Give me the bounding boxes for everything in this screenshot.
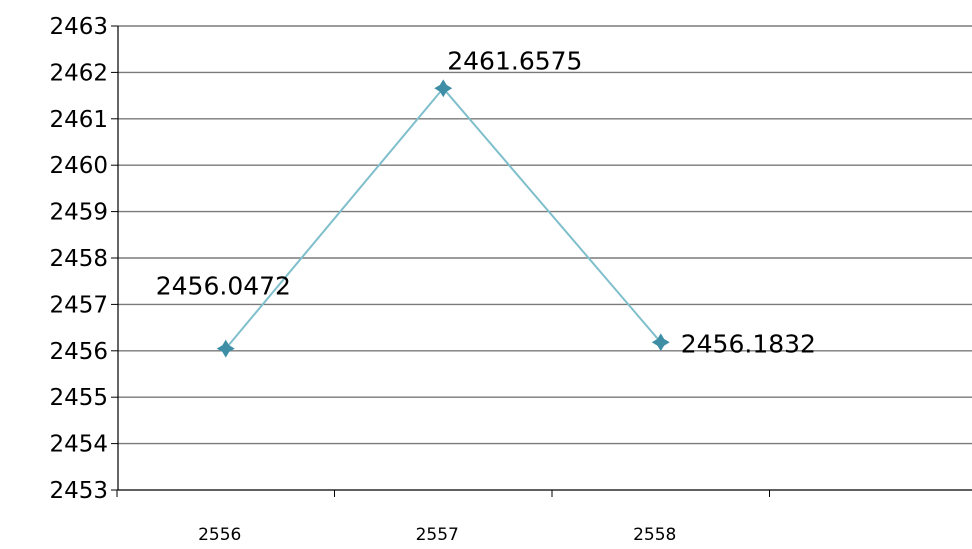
y-tick-label: 2453 <box>49 478 108 504</box>
y-tick-label: 2461 <box>49 107 108 133</box>
y-tick-label: 2463 <box>49 14 108 40</box>
y-tick-label: 2454 <box>49 432 108 458</box>
y-tick-label: 2455 <box>49 385 108 411</box>
y-tick-label: 2459 <box>49 200 108 226</box>
series-line <box>224 86 662 350</box>
data-point-marker <box>434 79 453 98</box>
data-point-marker <box>651 333 670 352</box>
data-labels: 2456.0472 2461.6575 2456.1832 <box>156 46 816 358</box>
x-axis-tick-labels: 2556 2557 2558 <box>198 525 676 545</box>
data-label: 2461.6575 <box>447 46 582 75</box>
x-tick-label: 2556 <box>198 525 241 545</box>
y-tick-label: 2458 <box>49 246 108 272</box>
data-series <box>216 79 670 358</box>
y-tick-label: 2457 <box>49 292 108 318</box>
y-tick-label: 2462 <box>49 60 108 86</box>
gridlines <box>118 25 972 445</box>
y-tick-label: 2456 <box>49 339 108 365</box>
data-point-marker <box>216 339 235 358</box>
y-axis-tick-labels: 2463 2462 2461 2460 2459 2458 2457 2456 2455 2454… <box>49 14 108 504</box>
x-tick-label: 2558 <box>633 525 676 545</box>
axes <box>111 25 972 497</box>
y-tick-label: 2460 <box>49 153 108 179</box>
data-label: 2456.1832 <box>681 329 816 358</box>
data-label: 2456.0472 <box>156 272 291 301</box>
x-tick-label: 2557 <box>416 525 459 545</box>
